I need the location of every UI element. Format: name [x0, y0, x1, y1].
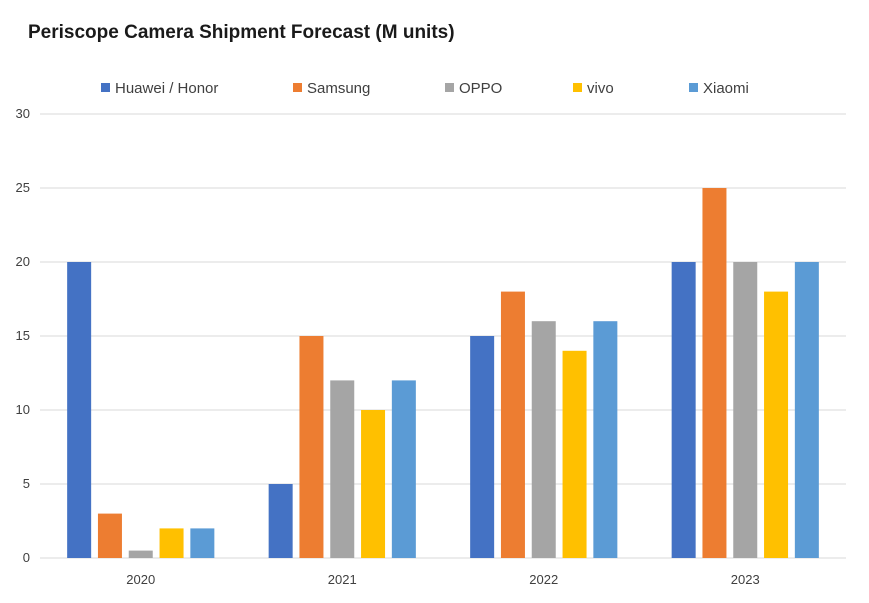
bar-samsung-2020: [97, 513, 122, 558]
bar-vivo-2022: [562, 350, 587, 558]
y-tick-label: 10: [16, 402, 30, 417]
x-tick-label: 2022: [529, 572, 558, 587]
y-tick-label: 15: [16, 328, 30, 343]
legend-label: vivo: [587, 80, 614, 97]
bars: [67, 188, 819, 558]
bar-oppo-2021: [330, 380, 355, 558]
bar-vivo-2020: [159, 528, 184, 558]
bar-oppo-2023: [733, 262, 758, 558]
legend-label: OPPO: [459, 80, 502, 97]
bar-oppo-2020: [128, 550, 153, 558]
bar-xiaomi-2023: [794, 262, 819, 558]
legend-swatch: [689, 83, 698, 92]
bar-huawei-honor-2022: [470, 336, 495, 558]
x-tick-label: 2021: [328, 572, 357, 587]
y-tick-label: 5: [23, 476, 30, 491]
y-axis: 0 5 10 15 20 25 30: [16, 106, 30, 565]
y-tick-label: 20: [16, 254, 30, 269]
y-tick-label: 30: [16, 106, 30, 121]
x-axis: 2020 2021 2022 2023: [40, 557, 846, 587]
legend-label: Samsung: [307, 80, 370, 97]
legend: Huawei / Honor Samsung OPPO vivo Xiaomi: [101, 80, 749, 97]
bar-vivo-2021: [361, 410, 386, 558]
bar-samsung-2021: [299, 336, 324, 558]
bar-xiaomi-2022: [593, 321, 618, 558]
legend-swatch: [101, 83, 110, 92]
y-tick-label: 25: [16, 180, 30, 195]
bar-xiaomi-2020: [190, 528, 215, 558]
legend-label: Huawei / Honor: [115, 80, 218, 97]
bar-xiaomi-2021: [391, 380, 416, 558]
x-tick-label: 2020: [126, 572, 155, 587]
legend-swatch: [293, 83, 302, 92]
bar-huawei-honor-2023: [671, 262, 696, 558]
legend-swatch: [445, 83, 454, 92]
chart-title: Periscope Camera Shipment Forecast (M un…: [28, 22, 455, 43]
x-tick-label: 2023: [731, 572, 760, 587]
bar-vivo-2023: [764, 291, 789, 558]
y-tick-label: 0: [23, 550, 30, 565]
bar-samsung-2022: [500, 291, 525, 558]
bar-huawei-honor-2020: [67, 262, 92, 558]
bar-samsung-2023: [702, 188, 727, 558]
legend-swatch: [573, 83, 582, 92]
legend-label: Xiaomi: [703, 80, 749, 97]
bar-oppo-2022: [531, 321, 556, 558]
bar-huawei-honor-2021: [268, 484, 293, 558]
